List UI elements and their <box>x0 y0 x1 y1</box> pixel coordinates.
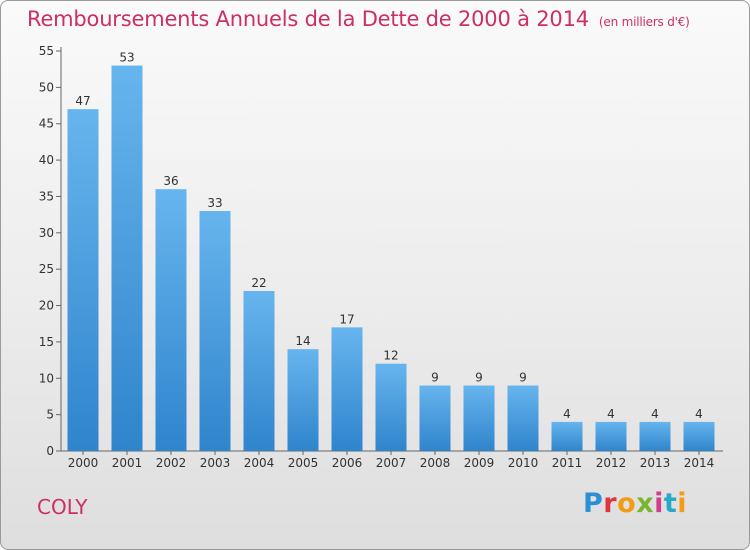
y-tick-label: 10 <box>39 371 54 385</box>
bar-2013 <box>639 421 671 451</box>
bar-2003 <box>199 211 231 451</box>
y-tick-label: 25 <box>39 262 54 276</box>
data-label-2006: 17 <box>339 312 354 326</box>
x-tick-label-2008: 2008 <box>420 456 451 470</box>
x-tick-label-2010: 2010 <box>508 456 539 470</box>
x-tick-label-2005: 2005 <box>288 456 319 470</box>
x-tick-label-2013: 2013 <box>640 456 671 470</box>
chart-bars <box>67 65 715 451</box>
x-tick-label-2002: 2002 <box>156 456 187 470</box>
x-tick-label-2012: 2012 <box>596 456 627 470</box>
bar-2002 <box>155 189 187 451</box>
chart-axes: 0 5 10 15 20 25 30 35 40 45 50 55 2000 2001 2002 2003 20… <box>39 44 723 470</box>
y-tick-label: 20 <box>39 299 54 313</box>
commune-name: COLY <box>37 495 88 519</box>
y-tick-label: 35 <box>39 189 54 203</box>
y-tick-label: 0 <box>46 444 54 458</box>
x-tick-label-2014: 2014 <box>684 456 715 470</box>
x-tick-label-2001: 2001 <box>112 456 143 470</box>
bar-2010 <box>507 385 539 451</box>
data-label-2001: 53 <box>119 51 134 65</box>
chart-data-labels: 47 53 36 33 22 14 17 12 9 9 9 4 4 4 4 <box>75 51 702 421</box>
y-tick-label: 50 <box>39 80 54 94</box>
bar-2014 <box>683 421 715 451</box>
y-tick-label: 30 <box>39 226 54 240</box>
bar-2004 <box>243 291 275 451</box>
x-tick-label-2009: 2009 <box>464 456 495 470</box>
y-tick-label: 15 <box>39 335 54 349</box>
x-tick-label-2011: 2011 <box>552 456 583 470</box>
data-label-2004: 22 <box>251 276 266 290</box>
data-label-2005: 14 <box>295 334 310 348</box>
bar-2012 <box>595 421 627 451</box>
data-label-2011: 4 <box>563 407 571 421</box>
bar-2011 <box>551 421 583 451</box>
x-tick-label-2004: 2004 <box>244 456 275 470</box>
chart-title-text: Remboursements Annuels de la Dette de 20… <box>27 7 589 31</box>
data-label-2013: 4 <box>651 407 659 421</box>
bar-2001 <box>111 65 143 451</box>
bar-2005 <box>287 349 319 451</box>
data-label-2007: 12 <box>383 349 398 363</box>
bar-2008 <box>419 385 451 451</box>
x-tick-label-2006: 2006 <box>332 456 363 470</box>
bar-2009 <box>463 385 495 451</box>
data-label-2000: 47 <box>75 94 90 108</box>
brand-logo: Proxiti <box>583 488 688 519</box>
bar-2006 <box>331 327 363 451</box>
data-label-2012: 4 <box>607 407 615 421</box>
y-tick-label: 5 <box>46 408 54 422</box>
data-label-2009: 9 <box>475 371 483 385</box>
chart-title: Remboursements Annuels de la Dette de 20… <box>27 7 690 31</box>
y-tick-label: 40 <box>39 153 54 167</box>
bar-2000 <box>67 109 99 451</box>
data-label-2008: 9 <box>431 371 439 385</box>
data-label-2003: 33 <box>207 196 222 210</box>
y-tick-label: 55 <box>39 44 54 58</box>
data-label-2014: 4 <box>695 407 703 421</box>
x-tick-label-2000: 2000 <box>68 456 99 470</box>
y-tick-label: 45 <box>39 117 54 131</box>
data-label-2002: 36 <box>163 174 178 188</box>
data-label-2010: 9 <box>519 371 527 385</box>
chart-unit: (en milliers d'€) <box>598 15 690 29</box>
bar-2007 <box>375 363 407 451</box>
x-tick-label-2003: 2003 <box>200 456 231 470</box>
x-tick-label-2007: 2007 <box>376 456 407 470</box>
